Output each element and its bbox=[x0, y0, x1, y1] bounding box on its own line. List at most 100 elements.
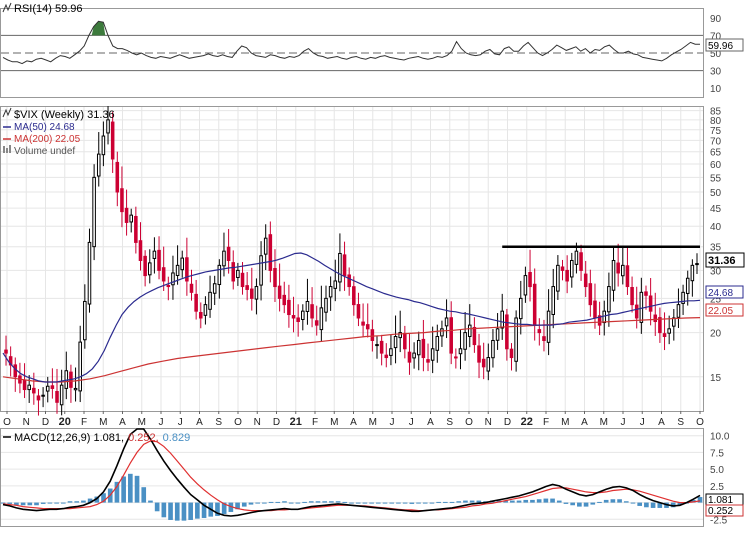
macd-histogram-bar bbox=[590, 502, 596, 505]
candle-down bbox=[662, 333, 667, 337]
candle-up bbox=[440, 328, 444, 337]
candle-up bbox=[500, 310, 504, 329]
x-tick-label: J bbox=[159, 417, 164, 428]
candle-up bbox=[305, 300, 310, 312]
macd-histogram-bar bbox=[630, 502, 636, 504]
candle-down bbox=[477, 345, 481, 363]
macd-histogram-bar bbox=[195, 502, 200, 519]
candle-down bbox=[277, 285, 282, 299]
candle-up bbox=[463, 332, 467, 350]
candle-down bbox=[268, 234, 273, 271]
candle-down bbox=[157, 249, 161, 271]
x-tick-label: M bbox=[138, 417, 146, 428]
macd-histogram-bar bbox=[34, 502, 39, 506]
macd-histogram-bar bbox=[201, 502, 207, 518]
rsi-tick-label: 70 bbox=[710, 31, 722, 42]
x-tick-label: S bbox=[677, 417, 684, 428]
x-tick-label: M bbox=[99, 417, 107, 428]
x-tick-label: N bbox=[485, 417, 492, 428]
x-tick-label: J bbox=[640, 417, 645, 428]
candle-down bbox=[370, 329, 375, 341]
candle-down bbox=[509, 348, 514, 359]
macd-histogram-bar bbox=[436, 501, 441, 503]
candle-up bbox=[690, 264, 695, 282]
x-tick-label: D bbox=[42, 417, 49, 428]
macd-histogram-bar bbox=[188, 502, 193, 520]
macd-histogram-bar bbox=[87, 498, 93, 503]
x-tick-label: S bbox=[446, 417, 453, 428]
macd-histogram-bar bbox=[282, 501, 287, 503]
price-tick-label: 65 bbox=[710, 148, 722, 159]
x-tick-label: N bbox=[254, 417, 261, 428]
candle-up bbox=[106, 119, 110, 134]
macd-histogram-bar bbox=[523, 499, 529, 503]
price-layer bbox=[2, 106, 701, 416]
rsi-grid: 10 30 50 70 90 bbox=[1, 14, 722, 95]
candle-down bbox=[161, 267, 166, 282]
macd-histogram-bar bbox=[583, 502, 589, 507]
macd-histogram-bar bbox=[221, 502, 227, 514]
candle-up bbox=[602, 310, 607, 324]
rsi-line bbox=[2, 20, 700, 65]
macd-histogram-bar bbox=[168, 502, 173, 520]
macd-histogram-bar bbox=[597, 501, 602, 503]
ma200-tag-text: 22.05 bbox=[708, 306, 733, 317]
rsi-label: RSI(14) 59.96 bbox=[14, 3, 82, 15]
candle-down bbox=[356, 304, 361, 319]
candle-down bbox=[481, 358, 486, 368]
price-tick-label: 40 bbox=[710, 222, 722, 233]
candle-up bbox=[263, 237, 268, 255]
x-tick-label: M bbox=[369, 417, 377, 428]
macd-histogram-bar bbox=[67, 501, 73, 503]
candle-down bbox=[273, 268, 277, 288]
price-tick-label: 30 bbox=[710, 266, 722, 277]
macd-histogram-bar bbox=[697, 497, 703, 503]
candle-down bbox=[110, 121, 115, 160]
macd-main: MACD(12,26,9) 1.081, bbox=[14, 432, 124, 444]
candle-up bbox=[328, 286, 333, 298]
macd-histogram-bar bbox=[54, 502, 59, 504]
candle-up bbox=[667, 328, 671, 334]
candle-up bbox=[412, 352, 416, 359]
price-tick-label: 75 bbox=[710, 126, 722, 137]
macd-histogram-bar bbox=[154, 502, 160, 512]
macd-histogram-bar bbox=[128, 473, 133, 503]
macd-signal-tag-text: 0.252 bbox=[708, 506, 733, 517]
macd-histogram-bar bbox=[657, 502, 663, 508]
candle-up bbox=[523, 275, 528, 296]
candle-up bbox=[546, 310, 551, 343]
candle-down bbox=[55, 391, 59, 403]
candle-up bbox=[78, 341, 82, 392]
macd-histogram-bar bbox=[402, 502, 408, 504]
volume-icon bbox=[3, 146, 5, 153]
candle-up bbox=[171, 272, 175, 286]
candle-down bbox=[560, 266, 565, 271]
macd-histogram-bar bbox=[174, 502, 180, 521]
macd-histogram-bar bbox=[469, 500, 475, 503]
macd-histogram-bar bbox=[637, 502, 643, 506]
macd-label: MACD(12,26,9) 1.081, 0.252, 0.829 bbox=[14, 432, 190, 444]
x-tick-label: A bbox=[196, 417, 203, 428]
x-tick-label: D bbox=[504, 417, 511, 428]
macd-tick-label: 5.0 bbox=[710, 465, 724, 476]
rsi-layer bbox=[2, 20, 700, 65]
candle-down bbox=[426, 359, 430, 363]
candle-down bbox=[291, 315, 296, 319]
macd-histogram-bar bbox=[322, 501, 328, 503]
macd-signal-tag-box bbox=[705, 504, 744, 517]
price-tick-label: 20 bbox=[710, 329, 722, 340]
macd-histogram-bar bbox=[375, 502, 381, 504]
candle-down bbox=[653, 314, 658, 323]
macd-histogram-bar bbox=[121, 476, 126, 503]
candle-up bbox=[217, 264, 222, 286]
candle-down bbox=[32, 387, 36, 394]
candle-down bbox=[22, 379, 27, 391]
price-value-tag: 31.36 bbox=[705, 252, 745, 268]
macd-histogram-bar bbox=[355, 502, 361, 504]
candle-up bbox=[41, 394, 45, 397]
candle-up bbox=[73, 387, 78, 391]
candle-up bbox=[45, 385, 50, 392]
x-tick-label: J bbox=[409, 417, 414, 428]
macd-histogram-bar bbox=[516, 500, 522, 503]
macd-histogram-bar bbox=[47, 502, 53, 504]
